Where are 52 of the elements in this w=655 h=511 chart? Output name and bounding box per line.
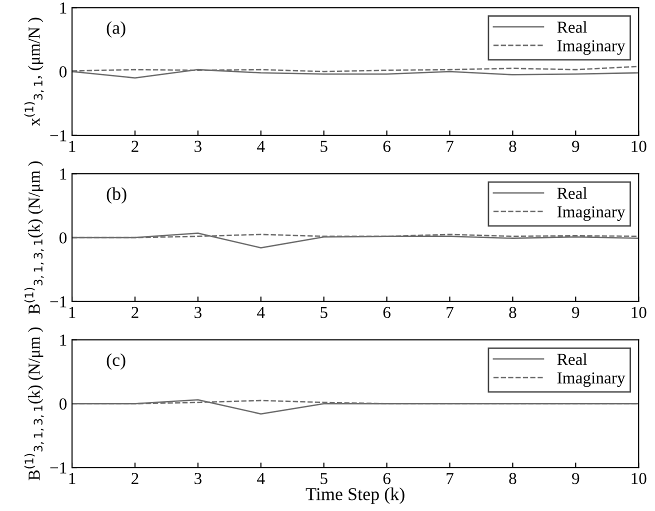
x-tick-label: 2 xyxy=(132,306,138,318)
y-tick-label: −1 xyxy=(50,130,66,142)
x-tick-label: 6 xyxy=(383,306,390,318)
y-tick-label: 0 xyxy=(59,232,67,244)
x-tick-label: 5 xyxy=(320,140,328,152)
x-tick-label: 4 xyxy=(257,140,265,152)
y-tick-label: 1 xyxy=(60,334,66,346)
x-tick-label: 5 xyxy=(320,473,328,484)
x-tick-label: 2 xyxy=(132,140,138,152)
x-tick-label: 4 xyxy=(257,306,265,318)
x-tick-label: 8 xyxy=(509,140,516,152)
x-axis-title: Time Step (k) xyxy=(306,488,404,504)
x-tick-label: 7 xyxy=(446,140,454,152)
y-tick-label: 1 xyxy=(60,2,66,14)
y-axis-title: B$^{(1)}$$_{3,1,3,1}$(k) (N/μm ) xyxy=(24,327,44,480)
x-tick-label: 1 xyxy=(69,140,76,152)
annotation: (c) xyxy=(106,353,126,370)
x-tick-label: 9 xyxy=(572,306,580,318)
x-tick-label: 10 xyxy=(632,306,646,318)
x-tick-label: 8 xyxy=(509,472,516,484)
legend-label: Real xyxy=(557,21,588,33)
x-tick-label: 3 xyxy=(194,306,202,318)
x-tick-label: 2 xyxy=(132,472,138,484)
x-tick-label: 4 xyxy=(257,473,265,484)
x-tick-label: 6 xyxy=(383,472,390,484)
x-tick-label: 9 xyxy=(572,472,580,484)
legend-label: Imaginary xyxy=(557,206,626,221)
x-tick-label: 8 xyxy=(509,306,516,318)
y-axis-title: B$^{(1)}$$_{3,1,3,1}$(k) (N/μm ) xyxy=(24,161,44,314)
x-tick-label: 5 xyxy=(320,307,328,318)
y-tick-label: 1 xyxy=(60,168,66,180)
x-tick-label: 10 xyxy=(632,472,646,484)
annotation: (b) xyxy=(106,187,126,204)
x-tick-label: 7 xyxy=(446,307,454,318)
x-tick-label: 3 xyxy=(194,472,202,484)
y-tick-label: 0 xyxy=(59,66,67,78)
x-tick-label: 6 xyxy=(383,140,390,152)
y-axis-title: x$^{(1)}$$_{3,1}$, (μm/N ) xyxy=(24,18,44,126)
x-tick-label: 10 xyxy=(632,140,646,152)
legend-label: Real xyxy=(557,187,588,199)
y-tick-label: 0 xyxy=(59,398,67,410)
legend-label: Real xyxy=(557,353,588,365)
x-tick-label: 7 xyxy=(446,473,454,484)
annotation: (a) xyxy=(106,21,126,38)
x-tick-label: 9 xyxy=(572,140,580,152)
y-tick-label: −1 xyxy=(50,296,66,308)
x-tick-label: 1 xyxy=(69,306,76,318)
legend-label: Imaginary xyxy=(557,372,626,387)
x-tick-label: 1 xyxy=(69,472,76,484)
y-tick-label: −1 xyxy=(50,462,66,474)
x-tick-label: 3 xyxy=(194,140,202,152)
legend-label: Imaginary xyxy=(557,40,626,55)
